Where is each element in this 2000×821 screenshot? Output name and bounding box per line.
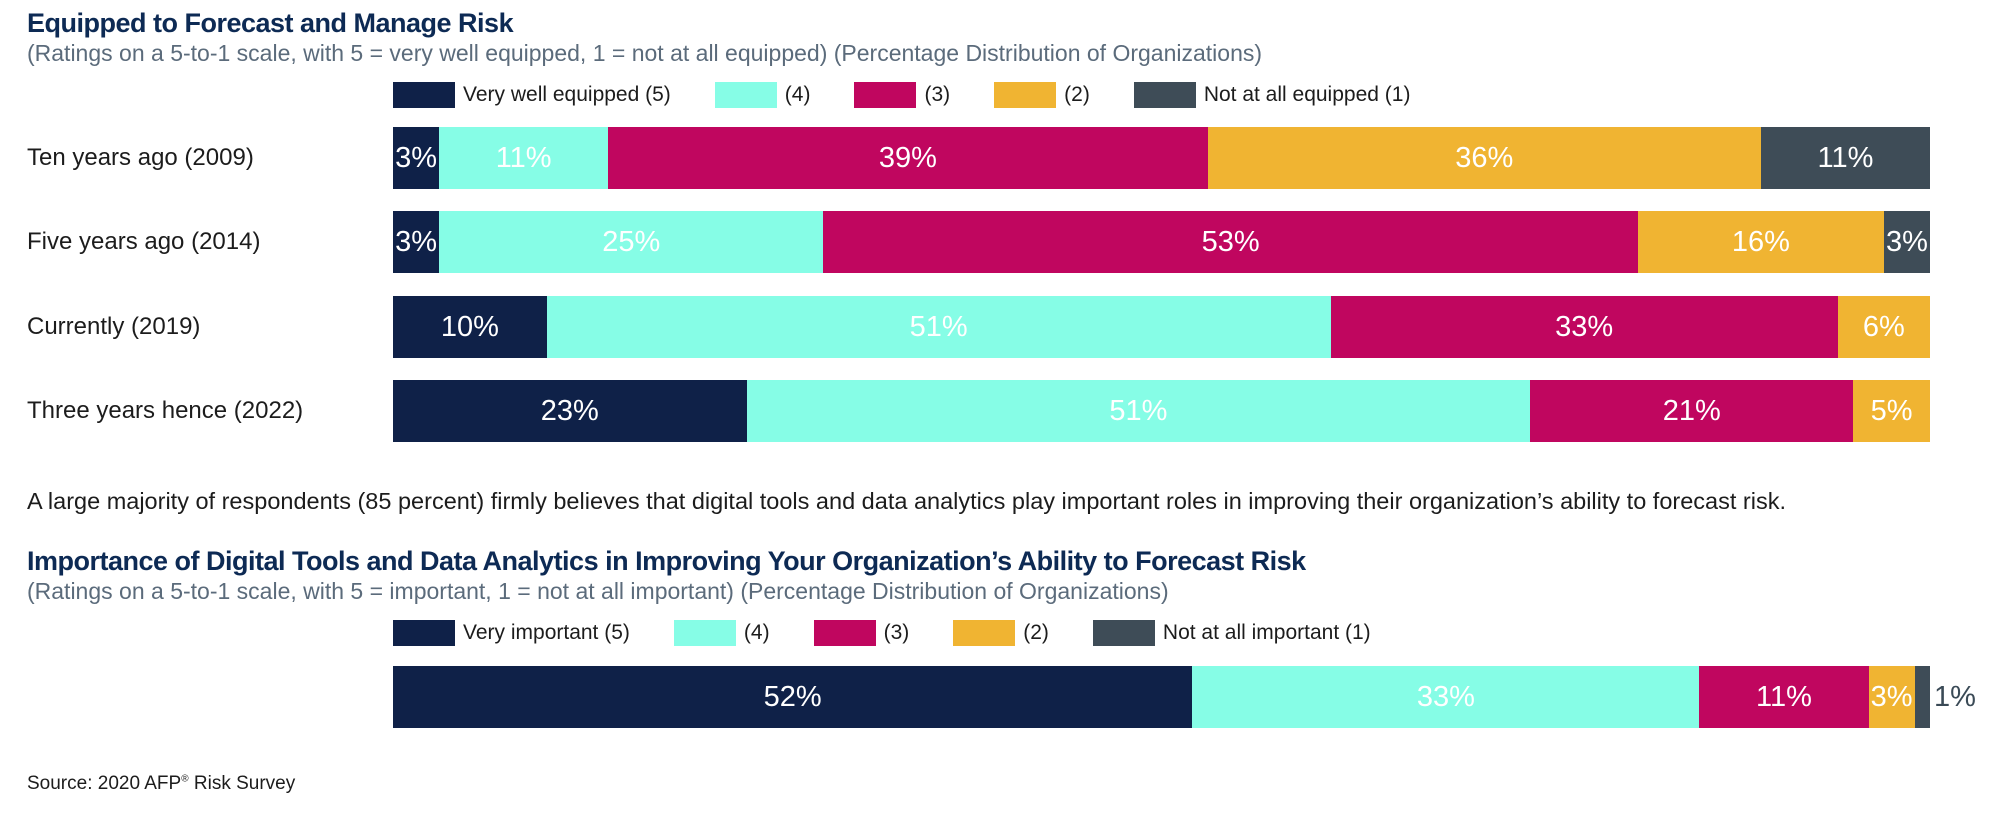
legend-swatch — [994, 82, 1057, 108]
legend-label: (2) — [1064, 83, 1090, 106]
bar-segment: 11% — [1760, 127, 1930, 189]
legend-label: (3) — [883, 621, 910, 644]
category-label: Five years ago (2014) — [27, 228, 261, 255]
bar-segment: 53% — [823, 211, 1638, 273]
bar-segment: 3% — [393, 211, 440, 273]
bar-segment: 5% — [1853, 380, 1930, 442]
legend-item: (3) — [813, 620, 910, 646]
data-label: 33% — [1555, 310, 1614, 343]
data-label: 23% — [540, 394, 599, 427]
bar-segment: 51% — [746, 380, 1531, 442]
category-label: Three years hence (2022) — [27, 397, 304, 424]
category-label: Ten years ago (2009) — [27, 144, 254, 171]
legend-label: (2) — [1023, 621, 1049, 644]
data-label: 11% — [1756, 680, 1812, 713]
bar-segment: 39% — [608, 127, 1208, 189]
source-note: Source: 2020 AFP® Risk Survey — [27, 773, 295, 795]
legend-swatch — [673, 620, 736, 646]
data-label: 53% — [1201, 225, 1260, 258]
legend-swatch — [953, 620, 1016, 646]
legend-item: Very important (5) — [393, 620, 630, 646]
category-label: Currently (2019) — [27, 313, 201, 340]
legend-item: (2) — [994, 82, 1090, 108]
bar-segment: 6% — [1837, 296, 1930, 358]
legend-swatch — [813, 620, 876, 646]
data-label: 25% — [602, 225, 661, 258]
bar-segment: 16% — [1637, 211, 1884, 273]
data-label: 39% — [878, 141, 937, 174]
bar-segment: 21% — [1530, 380, 1854, 442]
stacked-bar: 3% 25% 53% 16% 3% — [393, 211, 1930, 273]
stacked-bar: 3% 11% 39% 36% 11% — [393, 127, 1930, 189]
chart2-subtitle: (Ratings on a 5-to-1 scale, with 5 = imp… — [27, 578, 1169, 604]
legend-swatch — [393, 620, 455, 646]
stacked-bar: 10% 51% 33% 6% — [393, 296, 1930, 358]
bar-segment: 51% — [546, 296, 1331, 358]
registered-mark: ® — [181, 773, 189, 785]
legend-item: (2) — [953, 620, 1049, 646]
bar-segment: 23% — [393, 380, 747, 442]
bar-segment: 10% — [393, 296, 547, 358]
data-label: 16% — [1731, 225, 1790, 258]
legend-label: Not at all important (1) — [1162, 621, 1371, 644]
bar-segment: 11% — [439, 127, 609, 189]
source-prefix: Source: 2020 AFP — [27, 773, 182, 794]
data-label: 36% — [1455, 141, 1514, 174]
legend-label: (4) — [784, 83, 811, 106]
data-label: 51% — [909, 310, 968, 343]
bar-segment: 36% — [1207, 127, 1761, 189]
chart2-title: Importance of Digital Tools and Data Ana… — [27, 546, 1306, 576]
bar-segment: 3% — [1868, 666, 1915, 728]
data-label: 52% — [763, 680, 822, 713]
legend-label: Very important (5) — [463, 621, 630, 644]
data-label: 21% — [1662, 394, 1721, 427]
legend-swatch — [854, 82, 917, 108]
data-label: 11% — [1817, 141, 1874, 174]
legend-swatch — [1092, 620, 1155, 646]
legend-swatch — [714, 82, 777, 108]
data-label: 3% — [1885, 225, 1928, 258]
data-label: 11% — [495, 141, 552, 174]
legend-swatch — [393, 82, 455, 108]
data-label: 33% — [1416, 680, 1475, 713]
data-label: 3% — [395, 225, 438, 258]
bar-segment: 52% — [393, 666, 1193, 728]
chart1-legend: Very well equipped (5) (4) (3) (2) Not at al… — [393, 80, 1454, 110]
data-label: 3% — [1870, 680, 1913, 713]
legend-swatch — [1133, 82, 1196, 108]
chart2-legend: Very important (5) (4) (3) (2) Not at all im… — [393, 618, 1415, 648]
legend-label: Not at all equipped (1) — [1203, 83, 1411, 106]
legend-item: Not at all important (1) — [1092, 620, 1371, 646]
bar-segment: 33% — [1192, 666, 1700, 728]
source-suffix: Risk Survey — [188, 773, 296, 794]
bar-segment: 33% — [1330, 296, 1838, 358]
legend-item: (4) — [714, 82, 811, 108]
data-label: 6% — [1862, 310, 1905, 343]
data-label: 5% — [1870, 394, 1913, 427]
stacked-bar: 52% 33% 11% 3% — [393, 666, 1930, 728]
legend-item: Very well equipped (5) — [393, 82, 671, 108]
legend-label: (4) — [743, 621, 770, 644]
bar-segment — [1914, 666, 1930, 728]
stacked-bar: 23% 51% 21% 5% — [393, 380, 1930, 442]
legend-item: Not at all equipped (1) — [1133, 82, 1411, 108]
bar-segment: 3% — [393, 127, 440, 189]
legend-item: (3) — [854, 82, 950, 108]
chart1-title: Equipped to Forecast and Manage Risk — [27, 8, 514, 38]
data-label: 1% — [1934, 681, 1976, 713]
bar-segment: 25% — [439, 211, 824, 273]
bar-segment: 11% — [1699, 666, 1869, 728]
data-label: 51% — [1109, 394, 1168, 427]
bar-segment: 3% — [1883, 211, 1930, 273]
legend-item: (4) — [673, 620, 770, 646]
legend-label: (3) — [924, 83, 951, 106]
data-label: 10% — [440, 310, 499, 343]
legend-label: Very well equipped (5) — [463, 83, 671, 106]
data-label: 3% — [395, 141, 438, 174]
chart1-subtitle: (Ratings on a 5-to-1 scale, with 5 = ver… — [27, 40, 1263, 66]
body-paragraph: A large majority of respondents (85 perc… — [27, 488, 1787, 514]
